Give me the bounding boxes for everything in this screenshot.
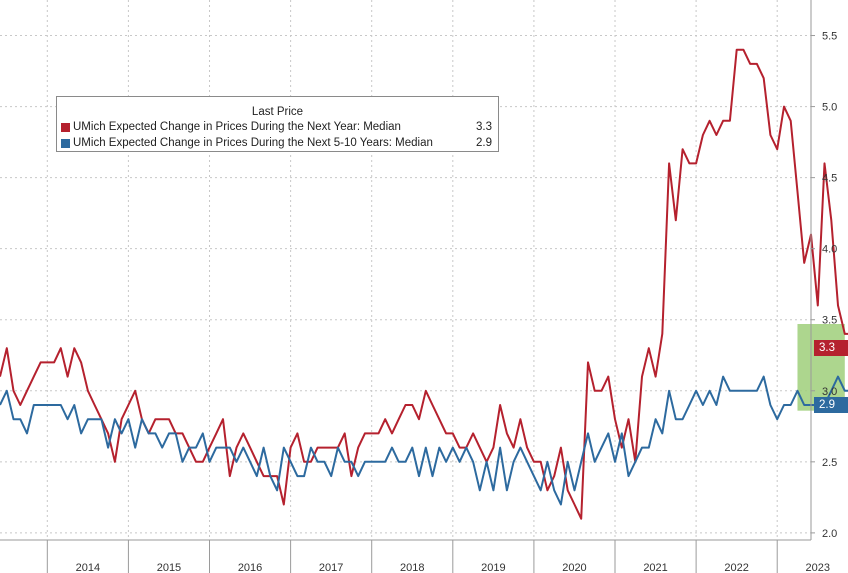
y-tick-label: 5.0 <box>822 102 837 114</box>
y-tick-label: 4.0 <box>822 244 837 256</box>
y-tick-label: 3.5 <box>822 315 837 327</box>
last-value-badge-next-year: 3.3 <box>814 340 848 357</box>
x-tick-labels: 2014 2015 2016 2017 2018 2019 2020 2021 2022 2023 <box>46 540 830 573</box>
y-tick-label: 2.5 <box>822 457 837 469</box>
x-tick-label: 2015 <box>157 562 181 573</box>
legend-item-5-10-years: UMich Expected Change in Prices During t… <box>57 135 498 151</box>
legend-swatch-5-10-years <box>61 139 70 148</box>
legend-value-next-year: 3.3 <box>476 121 492 133</box>
x-tick-label: 2019 <box>481 562 505 573</box>
y-tick-labels: 2.0 2.5 3.0 3.5 4.0 4.5 5.0 5.5 <box>811 31 837 540</box>
y-tick-label: 4.5 <box>822 173 837 185</box>
x-tick-label: 2021 <box>643 562 667 573</box>
last-value-badge-5-10-years: 2.9 <box>814 397 848 413</box>
y-tick-label: 2.0 <box>822 528 837 540</box>
legend: Last Price UMich Expected Change in Pric… <box>56 96 499 152</box>
legend-label-5-10-years: UMich Expected Change in Prices During t… <box>73 137 433 149</box>
series-lines <box>0 48 848 520</box>
x-tick-label: 2018 <box>400 562 424 573</box>
legend-label-next-year: UMich Expected Change in Prices During t… <box>73 121 401 133</box>
legend-title: Last Price <box>251 106 304 118</box>
gridlines <box>0 0 811 540</box>
x-tick-label: 2017 <box>319 562 343 573</box>
x-tick-label: 2016 <box>238 562 262 573</box>
highlight-band <box>797 324 845 411</box>
x-tick-label: 2020 <box>562 562 586 573</box>
y-tick-label: 3.0 <box>822 386 837 398</box>
legend-value-5-10-years: 2.9 <box>476 137 492 149</box>
legend-item-next-year: UMich Expected Change in Prices During t… <box>57 119 498 135</box>
highlight-rect <box>797 324 845 411</box>
x-tick-label: 2022 <box>724 562 748 573</box>
series-line-1 <box>0 375 848 506</box>
y-tick-label: 5.5 <box>822 31 837 43</box>
legend-swatch-next-year <box>61 123 70 132</box>
x-tick-label: 2023 <box>806 562 830 573</box>
x-tick-label: 2014 <box>76 562 100 573</box>
